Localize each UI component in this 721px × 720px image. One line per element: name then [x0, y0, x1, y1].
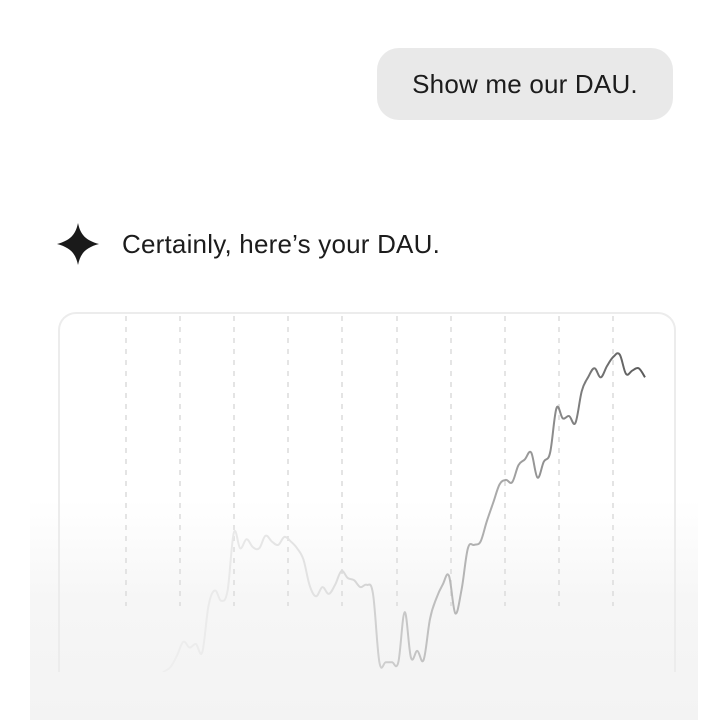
assistant-message: Certainly, here’s your DAU. — [56, 222, 440, 266]
dau-series-line — [161, 352, 646, 672]
user-message-bubble: Show me our DAU. — [377, 48, 673, 120]
sparkle-icon — [57, 223, 99, 265]
bottom-fade — [30, 500, 698, 720]
dau-chart — [125, 316, 646, 672]
sparkle-icon-shape — [57, 223, 99, 265]
chart-series-group — [161, 352, 646, 672]
user-message-text: Show me our DAU. — [412, 68, 638, 99]
assistant-message-text: Certainly, here’s your DAU. — [122, 228, 440, 259]
chart-grid — [125, 316, 614, 606]
dau-chart-card — [58, 312, 676, 672]
